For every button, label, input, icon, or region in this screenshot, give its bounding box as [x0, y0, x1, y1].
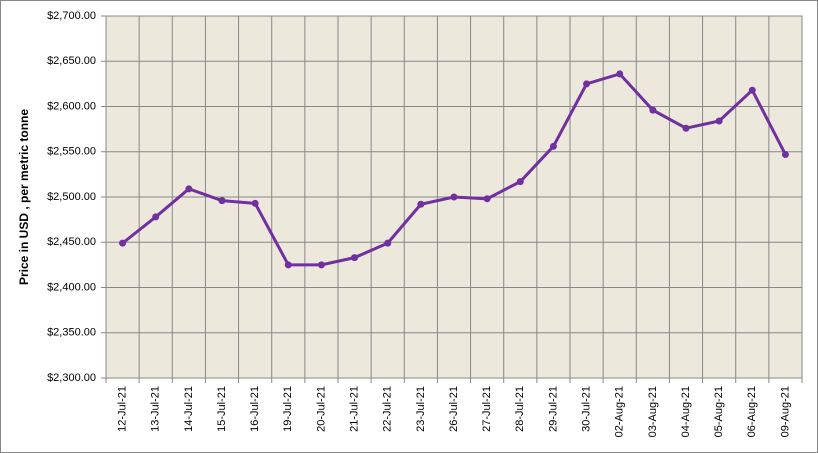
data-point — [185, 185, 193, 193]
data-point — [781, 150, 789, 158]
x-tick-label: 04-Aug-21 — [680, 386, 692, 437]
x-tick-label: 26-Jul-21 — [448, 386, 460, 432]
y-tick-label: $2,450.00 — [47, 236, 96, 248]
data-point — [748, 86, 756, 94]
x-tick-label: 29-Jul-21 — [547, 386, 559, 432]
x-tick-label: 06-Aug-21 — [746, 386, 758, 437]
x-tick-label: 13-Jul-21 — [150, 386, 162, 432]
data-point — [417, 200, 425, 208]
x-tick-label: 23-Jul-21 — [415, 386, 427, 432]
x-tick-label: 27-Jul-21 — [481, 386, 493, 432]
data-point — [715, 117, 723, 125]
data-point — [483, 195, 491, 203]
x-tick-label: 05-Aug-21 — [713, 386, 725, 437]
x-tick-label: 14-Jul-21 — [183, 386, 195, 432]
y-tick-label: $2,400.00 — [47, 281, 96, 293]
data-point — [450, 193, 458, 201]
data-point — [284, 261, 292, 269]
y-tick-label: $2,600.00 — [47, 100, 96, 112]
x-tick-label: 09-Aug-21 — [779, 386, 791, 437]
data-point — [317, 261, 325, 269]
x-tick-label: 30-Jul-21 — [580, 386, 592, 432]
x-tick-label: 03-Aug-21 — [647, 386, 659, 437]
data-point — [119, 239, 127, 247]
x-tick-label: 22-Jul-21 — [382, 386, 394, 432]
data-point — [682, 124, 690, 132]
x-tick-label: 12-Jul-21 — [116, 386, 128, 432]
x-tick-label: 28-Jul-21 — [514, 386, 526, 432]
data-point — [152, 213, 160, 221]
data-point — [616, 70, 624, 78]
y-tick-label: $2,350.00 — [47, 327, 96, 339]
x-tick-label: 19-Jul-21 — [282, 386, 294, 432]
x-tick-label: 02-Aug-21 — [614, 386, 626, 437]
data-point — [218, 197, 226, 205]
y-tick-label: $2,700.00 — [47, 10, 96, 22]
data-point — [351, 254, 359, 262]
data-point — [251, 199, 259, 207]
x-tick-label: 21-Jul-21 — [348, 386, 360, 432]
y-tick-label: $2,650.00 — [47, 55, 96, 67]
x-tick-label: 16-Jul-21 — [249, 386, 261, 432]
y-axis-label: Price in USD , per metric tonne — [17, 109, 31, 285]
x-tick-label: 15-Jul-21 — [216, 386, 228, 432]
y-tick-label: $2,300.00 — [47, 372, 96, 384]
y-tick-label: $2,500.00 — [47, 191, 96, 203]
x-tick-label: 20-Jul-21 — [315, 386, 327, 432]
data-point — [649, 106, 657, 114]
y-tick-label: $2,550.00 — [47, 146, 96, 158]
data-point — [516, 178, 524, 186]
data-point — [583, 80, 591, 88]
data-point — [384, 239, 392, 247]
data-point — [549, 142, 557, 150]
